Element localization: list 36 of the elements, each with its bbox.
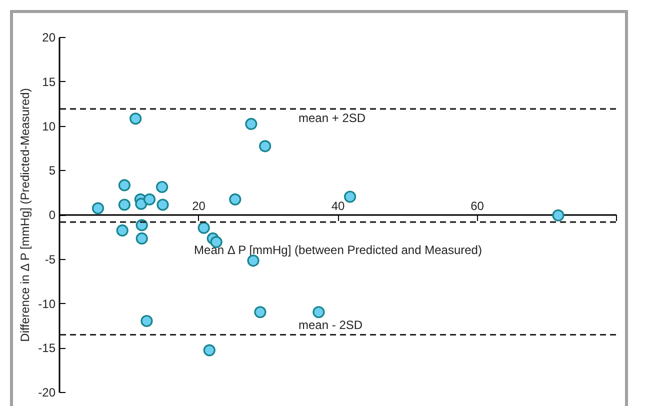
point <box>312 306 325 318</box>
point <box>198 222 210 234</box>
x-tick-label: 60 <box>470 199 484 213</box>
y-tick-label: 10 <box>42 119 56 134</box>
point <box>552 209 564 222</box>
point <box>245 118 258 130</box>
y-tick-label: -10 <box>38 296 56 311</box>
y-tick-label: 0 <box>48 208 56 222</box>
ref-line-label: mean + 2SD <box>298 110 366 125</box>
point <box>140 314 153 328</box>
point <box>116 224 128 237</box>
x-tick-label: 20 <box>192 199 206 213</box>
point <box>229 193 242 206</box>
point <box>259 140 272 152</box>
point <box>92 202 104 214</box>
point <box>254 306 266 318</box>
point <box>156 180 168 194</box>
point <box>118 198 130 211</box>
y-tick-label: -20 <box>38 386 56 400</box>
ref-line-label: mean - 2SD <box>298 318 363 332</box>
point <box>136 232 148 244</box>
point <box>118 179 130 192</box>
y-tick-label: -5 <box>44 252 56 266</box>
y-axis-title: Difference in Δ P [mmHg] (Predicted-Measured) <box>18 88 32 342</box>
y-tick-label: 15 <box>42 74 56 89</box>
point <box>156 198 169 211</box>
y-tick-label: 5 <box>48 164 56 178</box>
point <box>203 344 216 356</box>
x-tick-label: 40 <box>331 199 345 213</box>
y-tick-label: -15 <box>38 341 56 356</box>
point <box>344 190 356 203</box>
y-tick-label: 20 <box>42 30 56 44</box>
x-axis-title: Mean Δ P [mmHg] (between Predicted and Measured) <box>194 243 482 257</box>
point <box>135 198 148 210</box>
point <box>130 112 142 125</box>
point <box>143 193 156 206</box>
